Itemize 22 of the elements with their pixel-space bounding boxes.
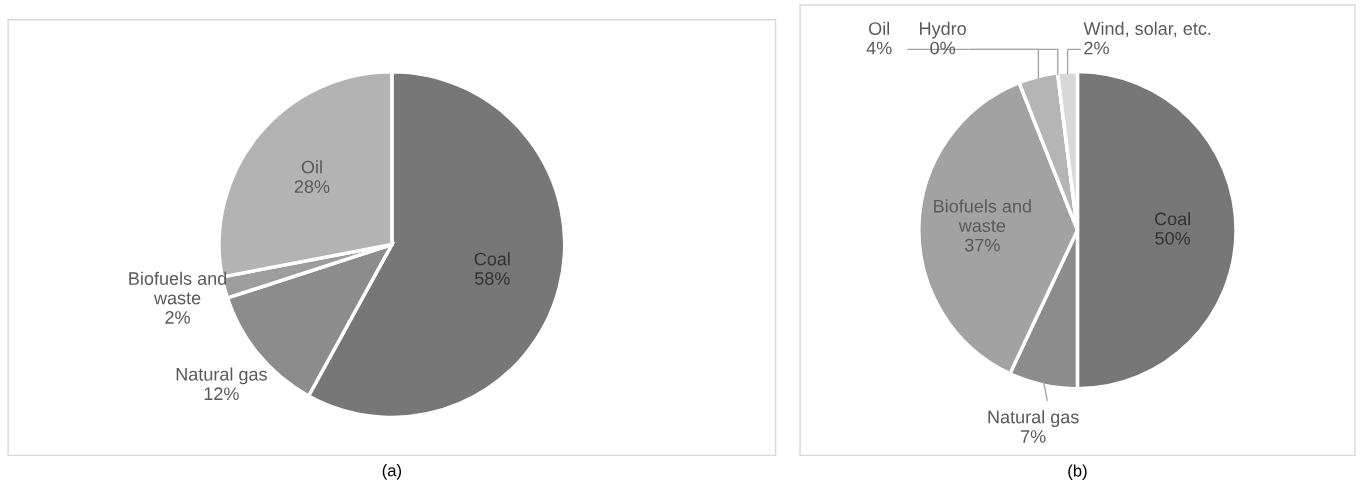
data-label: 58% [474,272,510,285]
slice-label: Coal [1154,212,1190,226]
text: (a) [382,464,402,480]
category-label: Hydro [920,21,966,39]
data-label: 50% [1155,231,1191,245]
slice-label: Natural gas [988,410,1079,427]
data-label: 12% [204,387,239,401]
slice-label: Wind, solar, etc. [1083,21,1211,38]
slice-label: Coal [474,252,510,266]
data-label: 7% [1021,430,1046,443]
data-label: 4% [866,41,892,55]
data-label: 28% [294,180,330,193]
slice-label: Oil [869,21,890,35]
data-label: 37% [964,238,1000,252]
text: 0% [930,41,956,55]
slice-label: Biofuels and waste [129,271,227,305]
text: (b) [1068,464,1087,480]
data-label: 2% [165,311,190,324]
slice-label: Biofuels and waste [934,199,1031,233]
slice-label: Oil [301,160,322,174]
slice-label: Natural gas [176,367,267,385]
data-label: 2% [1084,41,1109,55]
